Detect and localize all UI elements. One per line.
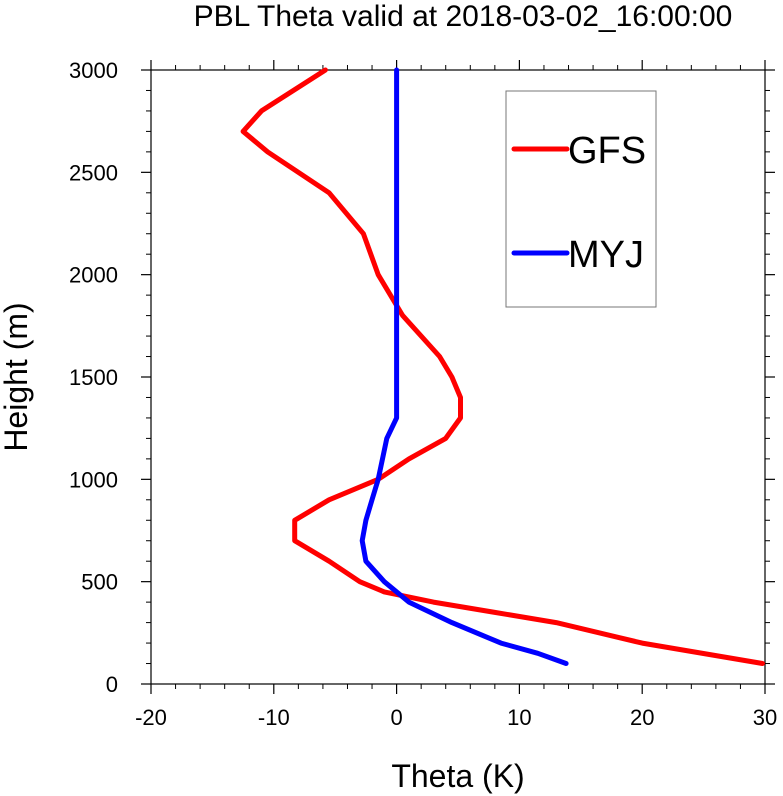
x-tick-label: -10 <box>258 705 290 730</box>
y-tick-label: 1500 <box>69 365 118 390</box>
y-tick-label: 1000 <box>69 467 118 492</box>
x-tick-label: 10 <box>507 705 531 730</box>
x-tick-label: 0 <box>390 705 402 730</box>
plot-frame <box>150 69 766 685</box>
x-axis-label: Theta (K) <box>391 758 524 794</box>
x-tick-label: 30 <box>753 705 777 730</box>
plot-layer: -20 -10 0 10 20 30 0 500 1000 1500 2000 2500 3000 GFS… <box>69 58 777 730</box>
y-tick-label: 3000 <box>69 58 118 83</box>
legend-label-gfs: GFS <box>568 130 646 172</box>
series-line-myj <box>359 67 569 666</box>
y-tick-label: 500 <box>81 570 118 595</box>
legend-box <box>505 90 657 308</box>
legend: GFS MYJ <box>505 90 657 308</box>
chart-title: PBL Theta valid at 2018-03-02_16:00:00 <box>194 0 733 33</box>
x-tick-label: -20 <box>135 705 167 730</box>
x-tick-label: 20 <box>630 705 654 730</box>
y-tick-label: 2500 <box>69 160 118 185</box>
series-line-gfs <box>240 67 765 666</box>
y-tick-label: 0 <box>106 672 118 697</box>
y-tick-label: 2000 <box>69 263 118 288</box>
legend-label-myj: MYJ <box>568 234 644 276</box>
y-axis-label: Height (m) <box>0 302 34 451</box>
